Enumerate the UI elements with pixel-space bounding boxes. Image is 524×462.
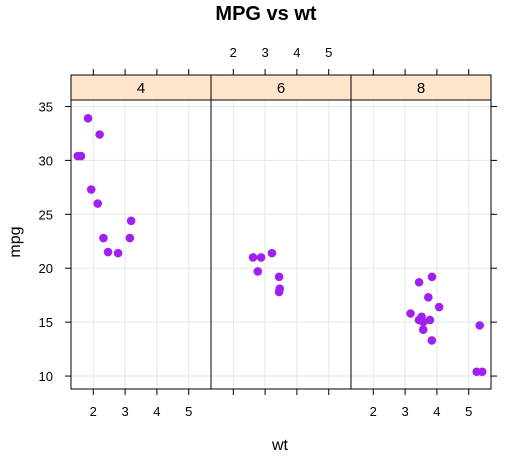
x-tick-label-top: 3 (261, 45, 268, 60)
y-tick-label: 35 (39, 99, 53, 114)
panel-strip-label: 4 (137, 80, 145, 97)
data-point (427, 272, 437, 282)
y-tick-label: 30 (39, 153, 53, 168)
data-point (424, 293, 433, 302)
plot-area: 4 2 3 4 5 6 2 3 4 5 8 2 3 4 5 10 15 20 25 30 35 (39, 45, 497, 419)
data-point (425, 315, 435, 325)
data-point (406, 309, 415, 318)
panel-strip (350, 74, 492, 101)
data-point (477, 367, 487, 377)
data-point (414, 277, 424, 287)
x-tick-label-top: 4 (293, 45, 300, 60)
data-point (418, 325, 428, 334)
x-tick-label-top: 2 (230, 45, 237, 60)
data-point (125, 233, 135, 243)
x-tick-label-bottom: 5 (185, 404, 192, 419)
y-axis-label: mpg (7, 226, 24, 257)
data-point (275, 284, 285, 294)
y-tick-label: 15 (39, 315, 53, 330)
data-point (95, 130, 104, 139)
data-point (93, 199, 103, 208)
x-axis-label: wt (271, 437, 289, 454)
data-point (99, 233, 108, 243)
panel-strip-label: 8 (417, 80, 425, 97)
data-point (256, 253, 266, 262)
data-point (475, 321, 485, 330)
panel-frame (70, 99, 212, 390)
x-tick-label-bottom: 4 (433, 404, 440, 419)
y-tick-label: 20 (39, 261, 53, 276)
y-tick-label: 10 (39, 369, 53, 384)
data-point (427, 336, 437, 345)
data-point (113, 248, 123, 258)
panel-strip (210, 74, 352, 101)
data-point (103, 247, 113, 257)
chart-title: MPG vs wt (215, 3, 316, 25)
data-point (73, 151, 83, 161)
x-tick-label-bottom: 4 (153, 404, 160, 419)
data-point (86, 185, 96, 194)
panel-strip-label: 6 (277, 80, 285, 97)
data-point (274, 272, 284, 282)
x-tick-label-top: 5 (325, 45, 332, 60)
data-point (418, 317, 428, 327)
y-tick-label: 25 (39, 207, 53, 222)
x-tick-label-bottom: 5 (465, 404, 472, 419)
x-tick-label-bottom: 3 (121, 404, 128, 419)
data-point (253, 267, 263, 276)
data-point (83, 114, 93, 123)
x-tick-label-bottom: 2 (90, 404, 97, 419)
data-point (126, 216, 136, 226)
data-point (248, 253, 258, 262)
x-tick-label-bottom: 3 (401, 404, 408, 419)
panel-frame (350, 99, 492, 390)
data-point (434, 302, 444, 312)
data-point (267, 248, 277, 258)
x-tick-label-bottom: 2 (370, 404, 377, 419)
panel-frame (210, 99, 352, 390)
